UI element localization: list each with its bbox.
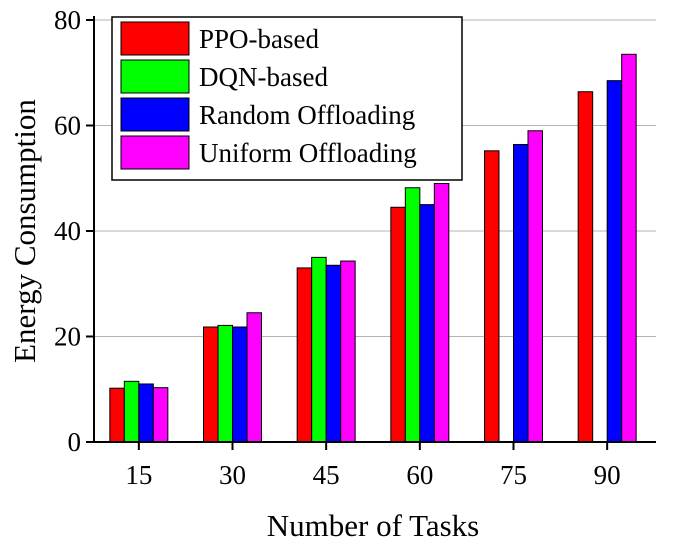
bars [109, 53, 637, 443]
y-tick-label: 0 [68, 427, 82, 457]
y-tick-label: 60 [54, 111, 81, 141]
bar [138, 383, 154, 443]
bar [203, 326, 219, 443]
legend-label: Random Offloading [199, 100, 415, 130]
bar [390, 206, 406, 443]
x-tick-labels: 15 30 45 60 75 90 [125, 460, 620, 490]
legend-label: PPO-based [199, 24, 319, 54]
legend: PPO-based DQN-based Random Offloading Unifo… [111, 16, 463, 181]
legend-swatch [120, 97, 190, 132]
legend-swatch [120, 21, 190, 56]
bar [577, 91, 594, 443]
x-axis-label: Number of Tasks [267, 508, 480, 543]
bar [232, 326, 248, 443]
legend-swatch [120, 59, 190, 94]
x-tick-label: 45 [313, 460, 340, 490]
x-tick-label: 75 [500, 460, 527, 490]
x-tick-label: 90 [594, 460, 621, 490]
bar [513, 143, 529, 443]
y-axis-label: Energy Consumption [7, 99, 42, 363]
x-tick-label: 30 [219, 460, 246, 490]
bar [527, 130, 543, 443]
bar [311, 256, 327, 443]
y-tick-label: 40 [54, 216, 81, 246]
bar [152, 387, 169, 443]
bar [296, 267, 313, 443]
y-tick-labels: 0 20 40 60 80 [54, 5, 81, 457]
bar [484, 150, 500, 443]
bar [109, 387, 125, 443]
y-tick-label: 80 [54, 5, 81, 35]
bar [325, 264, 342, 443]
bar [217, 324, 233, 443]
bar [246, 312, 262, 443]
axes [86, 16, 656, 450]
y-tick-label: 20 [54, 322, 81, 352]
bar [404, 187, 421, 443]
bar [123, 380, 140, 443]
bar [340, 260, 356, 443]
x-tick-label: 60 [406, 460, 433, 490]
x-tick-label: 15 [125, 460, 152, 490]
bar [433, 183, 450, 443]
legend-label: DQN-based [199, 62, 328, 92]
legend-label: Uniform Offloading [199, 138, 417, 168]
legend-swatch [120, 135, 190, 170]
bar [606, 80, 623, 443]
bar [419, 204, 435, 443]
bar [621, 53, 637, 443]
